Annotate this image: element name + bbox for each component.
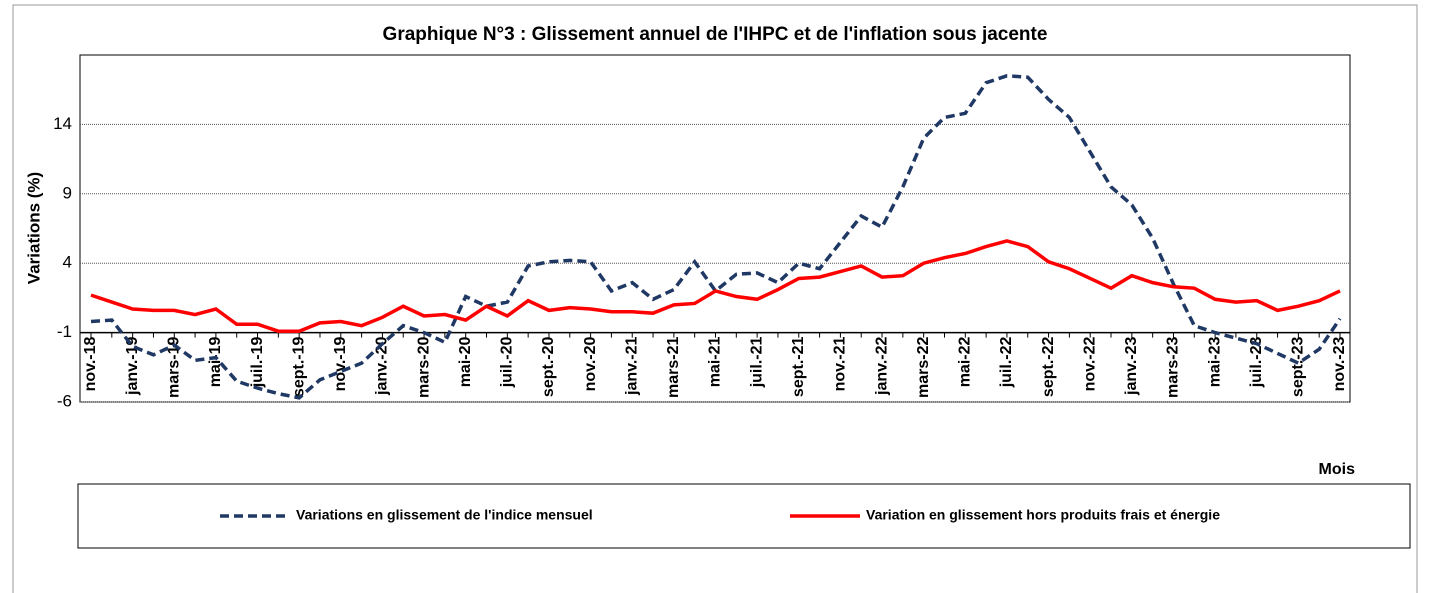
x-tick-label: sept.-21 (790, 336, 807, 397)
y-tick-label: 4 (63, 253, 72, 272)
x-tick-label: mai-23 (1206, 337, 1223, 388)
x-tick-label: mai-22 (957, 337, 974, 388)
x-tick-label: juil.-23 (1248, 337, 1265, 389)
y-axis-label: Variations (%) (24, 172, 43, 284)
series-line (90, 74, 1342, 400)
x-tick-label: mai-19 (207, 337, 224, 388)
series-line (90, 239, 1341, 333)
x-tick-label: mars-20 (415, 336, 432, 397)
x-tick-label: mai-21 (707, 337, 724, 388)
x-tick-label: mars-23 (1165, 336, 1182, 397)
x-tick-label: mars-21 (665, 336, 682, 397)
x-tick-label: juil.-22 (998, 337, 1015, 389)
y-tick-label: -6 (57, 391, 72, 410)
x-axis-label: Mois (1319, 461, 1356, 478)
x-tick-label: nov.-20 (582, 336, 599, 391)
x-tick-label: sept.-20 (540, 336, 557, 397)
x-tick-label: mai-20 (457, 337, 474, 388)
x-tick-label: nov.-23 (1331, 336, 1348, 391)
x-tick-label: sept.-22 (1040, 336, 1057, 397)
y-tick-label: -1 (57, 322, 72, 341)
x-tick-label: janv.-21 (623, 337, 640, 397)
x-tick-label: janv.-19 (124, 337, 141, 397)
x-tick-label: mars-22 (915, 336, 932, 397)
x-tick-label: juil.-21 (748, 337, 765, 389)
x-tick-label: janv.-20 (374, 337, 391, 397)
x-tick-label: juil.-19 (249, 337, 266, 389)
x-tick-label: sept.-23 (1290, 336, 1307, 397)
x-tick-label: janv.-22 (873, 337, 890, 397)
y-tick-label: 14 (53, 114, 72, 133)
legend-box (77, 483, 1411, 549)
x-tick-label: mars-19 (165, 336, 182, 397)
chart-border (12, 4, 1418, 593)
x-tick-label: sept.-19 (290, 336, 307, 397)
y-tick-label: 9 (63, 183, 72, 202)
x-tick-label: juil.-20 (499, 337, 516, 389)
chart-title: Graphique N°3 : Glissement annuel de l'I… (383, 24, 1048, 45)
x-tick-label: nov.-22 (1081, 336, 1098, 391)
x-tick-label: nov.-19 (332, 336, 349, 391)
x-tick-label: janv.-23 (1123, 337, 1140, 397)
x-tick-label: nov.-18 (82, 336, 99, 391)
legend-label: Variation en glissement hors produits fr… (866, 507, 1220, 523)
legend-label: Variations en glissement de l'indice men… (296, 507, 593, 523)
x-tick-label: nov.-21 (832, 336, 849, 391)
